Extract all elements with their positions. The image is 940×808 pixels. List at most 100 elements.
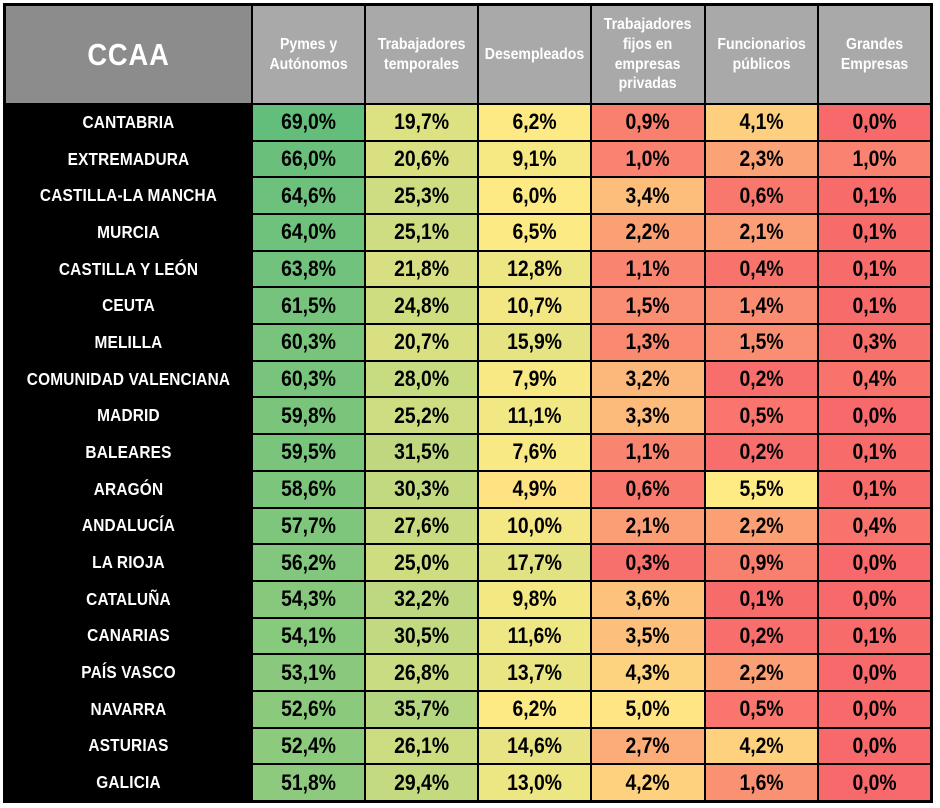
row-label: CEUTA: [6, 288, 251, 324]
heat-cell-value: 0,0%: [852, 586, 897, 612]
row-label: CATALUÑA: [6, 581, 251, 617]
heat-cell-value: 28,0%: [394, 366, 450, 392]
heat-cell: 6,0%: [479, 178, 591, 214]
heat-cell-value: 13,7%: [507, 659, 563, 685]
heat-cell-value: 0,1%: [852, 476, 897, 502]
heat-cell-value: 1,4%: [739, 292, 784, 318]
heat-cell-value: 0,0%: [852, 109, 897, 135]
heat-cell-value: 2,2%: [739, 512, 784, 538]
heat-cell: 0,1%: [818, 178, 930, 214]
heat-cell: 15,9%: [479, 325, 591, 360]
heat-cell-value: 31,5%: [394, 439, 450, 465]
heat-cell: 4,1%: [705, 105, 817, 140]
heat-cell: 60,3%: [253, 361, 365, 397]
heat-cell-value: 29,4%: [394, 769, 450, 795]
heat-cell: 26,8%: [366, 655, 478, 690]
heat-cell-value: 4,2%: [625, 769, 671, 795]
heat-cell-value: 54,3%: [281, 586, 337, 612]
heat-cell: 4,9%: [479, 471, 591, 507]
heat-cell: 25,0%: [366, 545, 478, 580]
heat-cell: 1,5%: [592, 288, 704, 324]
heat-cell: 11,1%: [479, 398, 591, 434]
heat-cell-value: 0,1%: [852, 219, 897, 245]
column-header-grandes-empresas: Grandes Empresas: [818, 6, 930, 103]
heat-cell-value: 60,3%: [281, 366, 337, 392]
heat-cell: 12,8%: [479, 251, 591, 287]
column-header-trabajadores-fijos: Trabajadores fijos en empresas privadas: [592, 6, 704, 103]
heat-cell-value: 1,0%: [625, 146, 671, 172]
heat-cell: 1,0%: [818, 141, 930, 177]
heat-cell: 0,0%: [818, 105, 930, 140]
heat-cell: 5,5%: [705, 471, 817, 507]
heat-cell: 56,2%: [253, 545, 365, 580]
heat-cell: 52,4%: [253, 728, 365, 764]
column-header-label: Funcionarios públicos: [717, 35, 806, 73]
heat-cell-value: 20,6%: [394, 146, 450, 172]
heat-cell-value: 13,0%: [507, 769, 563, 795]
heat-cell: 27,6%: [366, 508, 478, 544]
row-label: PAÍS VASCO: [6, 655, 251, 690]
heat-cell-value: 4,3%: [625, 659, 671, 685]
heat-cell: 0,2%: [705, 618, 817, 654]
heat-cell: 5,0%: [592, 691, 704, 727]
heat-cell-value: 10,0%: [507, 512, 563, 538]
heat-cell-value: 4,2%: [739, 732, 784, 758]
heat-cell-value: 3,3%: [625, 402, 671, 428]
row-label-text: NAVARRA: [90, 698, 167, 719]
heat-cell-value: 2,1%: [739, 219, 784, 245]
heat-cell: 31,5%: [366, 435, 478, 470]
heat-cell: 6,5%: [479, 215, 591, 250]
row-label-text: MURCIA: [97, 221, 160, 242]
row-label-text: ASTURIAS: [88, 735, 169, 756]
heat-cell: 20,7%: [366, 325, 478, 360]
ccaa-heatmap-table: CCAA Pymes y Autónomos Trabajadores temp…: [3, 3, 933, 803]
heat-cell: 0,0%: [818, 655, 930, 690]
heat-cell: 4,2%: [705, 728, 817, 764]
heat-cell: 4,2%: [592, 765, 704, 800]
heat-cell: 0,0%: [818, 545, 930, 580]
heat-cell: 60,3%: [253, 325, 365, 360]
heat-cell: 1,1%: [592, 251, 704, 287]
heat-cell-value: 25,2%: [394, 402, 450, 428]
heat-cell-value: 0,4%: [852, 512, 897, 538]
row-label: CASTILLA Y LEÓN: [6, 251, 251, 287]
heat-cell: 1,6%: [705, 765, 817, 800]
heat-cell: 0,3%: [818, 325, 930, 360]
heat-cell: 13,7%: [479, 655, 591, 690]
heat-cell: 64,0%: [253, 215, 365, 250]
heat-cell-value: 1,5%: [739, 329, 784, 355]
heat-cell: 4,3%: [592, 655, 704, 690]
heat-cell: 9,1%: [479, 141, 591, 177]
heat-cell: 30,3%: [366, 471, 478, 507]
heat-cell-value: 7,9%: [512, 366, 557, 392]
row-label-text: BALEARES: [85, 441, 172, 462]
heat-cell: 30,5%: [366, 618, 478, 654]
row-label-text: CASTILLA-LA MANCHA: [39, 185, 218, 206]
column-header-label: Grandes Empresas: [840, 35, 909, 73]
heat-cell: 0,9%: [592, 105, 704, 140]
heat-cell-value: 26,8%: [394, 659, 450, 685]
heat-cell-value: 6,5%: [512, 219, 557, 245]
heat-cell: 6,2%: [479, 691, 591, 727]
row-label: EXTREMADURA: [6, 141, 251, 177]
heat-cell-value: 17,7%: [507, 549, 563, 575]
heat-cell-value: 19,7%: [394, 109, 450, 135]
heat-cell-value: 3,5%: [625, 622, 671, 648]
ccaa-header-cell: CCAA: [6, 6, 251, 103]
heat-cell: 13,0%: [479, 765, 591, 800]
heat-cell: 0,1%: [705, 581, 817, 617]
heat-cell-value: 26,1%: [394, 732, 450, 758]
row-label: COMUNIDAD VALENCIANA: [6, 361, 251, 397]
heat-cell-value: 21,8%: [394, 256, 450, 282]
heat-cell-value: 10,7%: [507, 292, 563, 318]
heat-cell: 0,5%: [705, 398, 817, 434]
heat-cell: 1,5%: [705, 325, 817, 360]
heat-cell-value: 1,1%: [625, 256, 671, 282]
heat-cell: 1,3%: [592, 325, 704, 360]
heat-cell: 2,2%: [705, 508, 817, 544]
column-header-label: Pymes y Autónomos: [269, 35, 348, 73]
heat-cell-value: 2,1%: [625, 512, 671, 538]
heat-cell-value: 56,2%: [281, 549, 337, 575]
heat-cell: 21,8%: [366, 251, 478, 287]
heat-cell: 25,1%: [366, 215, 478, 250]
